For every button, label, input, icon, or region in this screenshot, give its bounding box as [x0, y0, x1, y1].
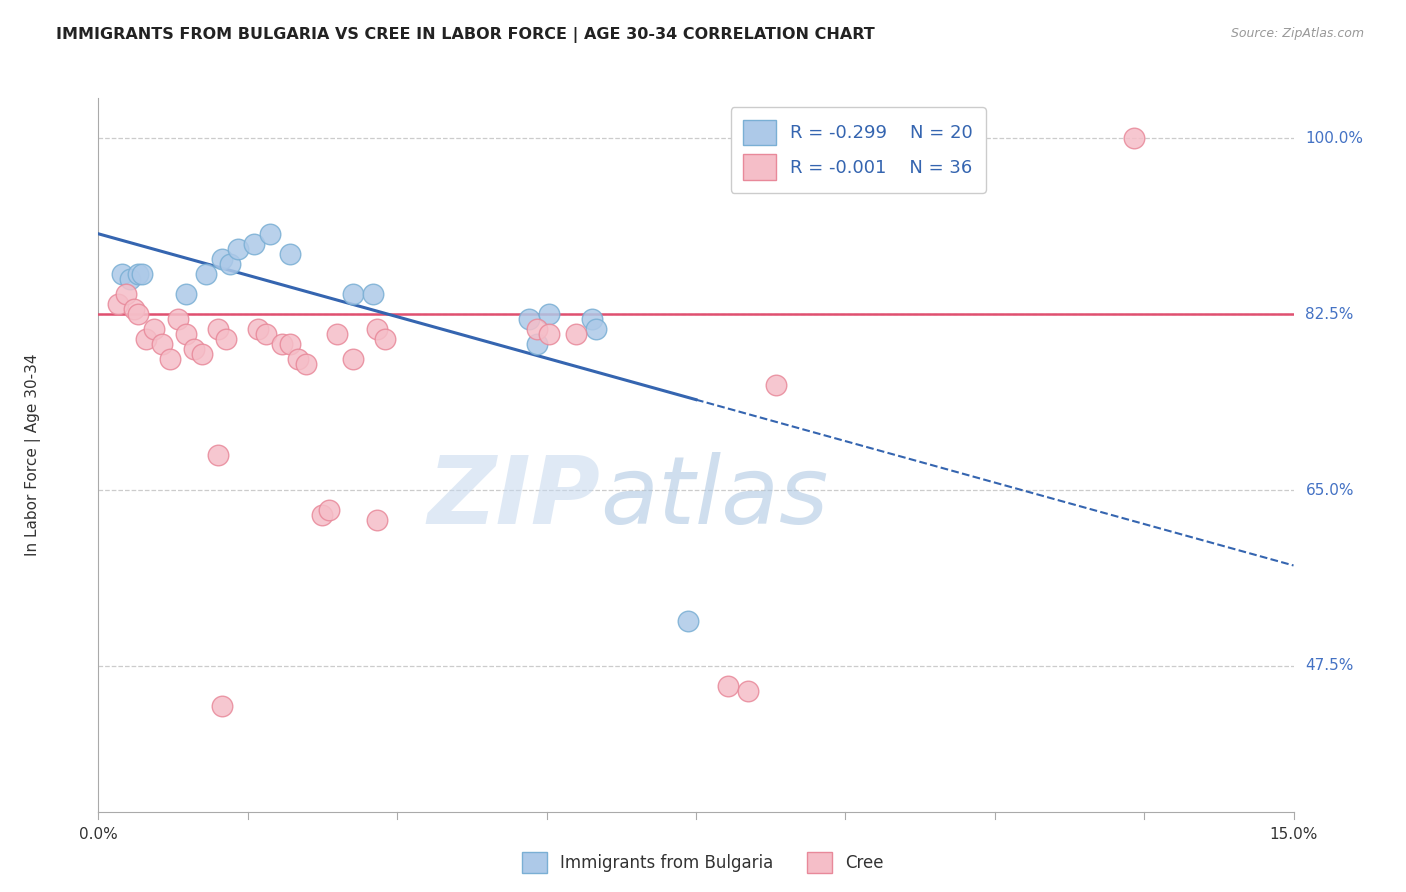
Point: [124, 302, 146, 317]
Point: [174, 327, 197, 342]
Text: Source: ZipAtlas.com: Source: ZipAtlas.com: [1230, 27, 1364, 40]
Point: [120, 272, 142, 286]
Point: [278, 247, 301, 261]
Point: [211, 699, 233, 714]
Text: 47.5%: 47.5%: [1305, 658, 1354, 673]
Text: 15.0%: 15.0%: [1270, 827, 1317, 842]
Legend: Immigrants from Bulgaria, Cree: Immigrants from Bulgaria, Cree: [516, 846, 890, 880]
Point: [565, 327, 588, 342]
Text: atlas: atlas: [600, 452, 828, 543]
Point: [226, 242, 249, 256]
Point: [174, 287, 197, 301]
Text: 65.0%: 65.0%: [1305, 483, 1354, 498]
Point: [294, 358, 316, 372]
Text: IMMIGRANTS FROM BULGARIA VS CREE IN LABOR FORCE | AGE 30-34 CORRELATION CHART: IMMIGRANTS FROM BULGARIA VS CREE IN LABO…: [56, 27, 875, 43]
Point: [737, 684, 759, 698]
Point: [270, 337, 292, 351]
Point: [585, 322, 607, 336]
Point: [131, 267, 153, 281]
Point: [326, 327, 349, 342]
Point: [366, 513, 388, 527]
Point: [342, 352, 364, 367]
Point: [287, 352, 309, 367]
Text: ZIP: ZIP: [427, 451, 600, 544]
Point: [107, 297, 129, 311]
Point: [581, 312, 603, 326]
Point: [207, 322, 229, 336]
Point: [219, 257, 242, 271]
Point: [127, 267, 149, 281]
Point: [211, 252, 233, 266]
Point: [127, 307, 149, 321]
Legend: R = -0.299    N = 20, R = -0.001    N = 36: R = -0.299 N = 20, R = -0.001 N = 36: [731, 107, 986, 193]
Point: [676, 614, 699, 628]
Text: 100.0%: 100.0%: [1305, 131, 1364, 145]
Point: [717, 679, 740, 693]
Point: [246, 322, 269, 336]
Point: [342, 287, 364, 301]
Point: [183, 343, 205, 357]
Point: [537, 327, 560, 342]
Point: [207, 448, 229, 462]
Point: [537, 307, 560, 321]
Point: [526, 322, 548, 336]
Point: [111, 267, 134, 281]
Point: [363, 287, 385, 301]
Point: [159, 352, 181, 367]
Point: [765, 377, 787, 392]
Point: [259, 227, 281, 241]
Point: [366, 322, 388, 336]
Text: 82.5%: 82.5%: [1305, 307, 1354, 322]
Point: [167, 312, 190, 326]
Point: [374, 332, 396, 346]
Text: In Labor Force | Age 30-34: In Labor Force | Age 30-34: [25, 353, 41, 557]
Point: [143, 322, 166, 336]
Text: 0.0%: 0.0%: [79, 827, 118, 842]
Point: [195, 267, 218, 281]
Point: [526, 337, 548, 351]
Point: [150, 337, 173, 351]
Point: [135, 332, 157, 346]
Point: [115, 287, 138, 301]
Point: [215, 332, 238, 346]
Point: [191, 347, 214, 361]
Point: [517, 312, 540, 326]
Point: [243, 236, 266, 251]
Point: [318, 503, 340, 517]
Point: [311, 508, 333, 523]
Point: [278, 337, 301, 351]
Point: [254, 327, 277, 342]
Point: [1123, 131, 1146, 145]
